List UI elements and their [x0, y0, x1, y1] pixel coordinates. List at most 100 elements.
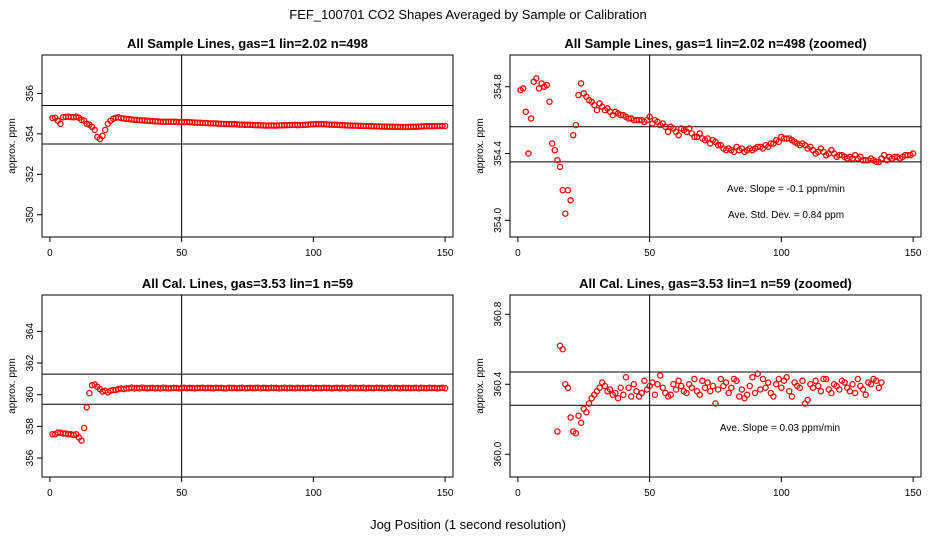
- data-point: [575, 91, 582, 99]
- data-point: [799, 377, 806, 384]
- data-point: [822, 375, 830, 383]
- y-tick-label: 356: [25, 85, 36, 102]
- x-tick-label: 100: [773, 488, 790, 499]
- data-point: [685, 125, 693, 132]
- chart-panel-2: All Sample Lines, gas=1 lin=2.02 n=498 (…: [475, 36, 922, 259]
- data-point: [815, 382, 822, 390]
- data-point: [712, 400, 719, 407]
- data-point: [841, 379, 848, 386]
- data-point: [572, 429, 580, 437]
- data-point: [812, 377, 819, 384]
- data-point: [49, 114, 56, 122]
- data-point: [878, 379, 885, 386]
- y-tick-label: 350: [25, 206, 36, 223]
- plot-frame: [509, 294, 922, 478]
- data-point: [696, 391, 703, 398]
- data-point: [620, 391, 627, 398]
- data-point: [849, 380, 856, 388]
- data-point: [854, 375, 862, 383]
- data-point: [533, 75, 540, 82]
- x-tick-label: 150: [905, 488, 922, 499]
- data-point: [554, 428, 561, 435]
- data-point: [659, 384, 667, 391]
- data-point: [559, 345, 566, 353]
- data-point: [78, 437, 85, 444]
- data-point: [519, 85, 527, 92]
- y-tick-label: 354: [25, 125, 36, 142]
- data-point: [554, 156, 561, 164]
- y-tick-label: 354.0: [493, 207, 504, 232]
- data-point: [630, 380, 638, 388]
- data-point: [572, 121, 580, 129]
- data-point: [836, 386, 843, 393]
- plot-frame: [41, 294, 454, 478]
- data-point: [770, 393, 777, 400]
- data-point: [796, 384, 804, 391]
- data-point: [754, 370, 761, 377]
- data-point: [851, 389, 859, 397]
- data-point: [567, 197, 574, 204]
- data-point: [786, 387, 793, 395]
- data-point: [725, 389, 732, 397]
- data-point: [548, 140, 556, 147]
- plot-frame: [41, 54, 454, 238]
- y-tick-label: 356: [25, 449, 36, 466]
- panel-group: All Sample Lines, gas=1 lin=2.02 n=498 0 5…: [7, 36, 922, 499]
- data-point: [767, 140, 775, 147]
- x-tick-label: 0: [47, 248, 53, 259]
- data-point: [691, 133, 698, 141]
- data-point: [86, 389, 93, 397]
- data-point: [439, 122, 446, 130]
- data-point: [678, 382, 685, 390]
- data-point: [656, 372, 664, 379]
- data-point: [617, 384, 624, 391]
- data-point: [564, 384, 572, 391]
- data-point: [728, 384, 735, 391]
- data-point: [909, 150, 917, 157]
- data-point: [564, 186, 572, 194]
- figure-x-axis-label: Jog Position (1 second resolution): [370, 517, 566, 532]
- x-tick-label: 150: [437, 488, 454, 499]
- data-point: [551, 146, 559, 154]
- x-tick-label: 50: [176, 488, 188, 499]
- data-point: [788, 393, 796, 400]
- y-tick-label: 358: [25, 418, 36, 435]
- x-tick-label: 0: [515, 488, 521, 499]
- data-point: [775, 375, 782, 383]
- chart-title: All Sample Lines, gas=1 lin=2.02 n=498: [127, 36, 368, 51]
- data-point: [817, 387, 825, 395]
- x-tick-label: 50: [644, 488, 656, 499]
- data-point: [722, 379, 730, 386]
- y-tick-label: 352: [25, 166, 36, 183]
- data-point: [569, 131, 577, 139]
- data-points: [49, 113, 449, 143]
- data-point: [749, 373, 756, 381]
- data-point: [646, 113, 653, 121]
- data-point: [441, 384, 449, 392]
- data-point: [764, 379, 772, 386]
- chart-panel-3: All Cal. Lines, gas=3.53 lin=1 n=59 0 50 10…: [7, 276, 454, 499]
- chart-annotation: Ave. Std. Dev. = 0.84 ppm: [728, 210, 844, 221]
- data-point: [585, 400, 593, 407]
- data-point: [625, 384, 632, 391]
- x-tick-label: 0: [47, 488, 53, 499]
- y-tick-label: 360: [25, 386, 36, 403]
- data-point: [783, 373, 790, 381]
- data-points: [49, 381, 449, 444]
- data-point: [714, 141, 722, 149]
- y-axis-label: approx. ppm: [475, 118, 486, 174]
- data-point: [875, 384, 883, 391]
- data-point: [828, 389, 835, 397]
- data-point: [675, 377, 682, 384]
- data-point: [638, 389, 645, 397]
- data-point: [633, 387, 640, 395]
- y-tick-label: 354.4: [493, 141, 504, 166]
- x-tick-label: 150: [905, 248, 922, 259]
- data-point: [751, 389, 759, 397]
- data-point: [709, 382, 717, 390]
- data-point: [525, 150, 532, 157]
- data-point: [704, 379, 711, 386]
- data-point: [772, 380, 780, 388]
- chart-panel-1: All Sample Lines, gas=1 lin=2.02 n=498 0 5…: [7, 36, 454, 259]
- data-point: [577, 419, 585, 426]
